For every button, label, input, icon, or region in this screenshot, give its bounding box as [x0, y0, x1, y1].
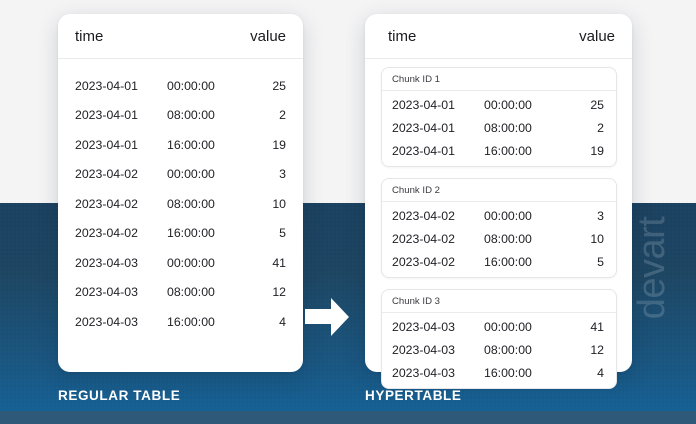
cell-value: 12 [590, 342, 604, 357]
cell-time: 08:00:00 [167, 108, 215, 123]
table-row: 2023-04-03 16:00:00 4 [382, 361, 616, 384]
table-row: 2023-04-03 00:00:00 41 [58, 248, 303, 278]
table-row: 2023-04-02 08:00:00 10 [382, 227, 616, 250]
table-row: 2023-04-01 00:00:00 25 [58, 71, 303, 101]
cell-time: 00:00:00 [167, 255, 215, 270]
hypertable-chunk-list: Chunk ID 1 2023-04-01 00:00:00 25 2023-04-01… [365, 59, 632, 389]
background-bottom-strip [0, 411, 696, 424]
chunk-box: Chunk ID 2 2023-04-02 00:00:00 3 2023-04-02 0… [381, 178, 617, 278]
cell-date: 2023-04-02 [392, 208, 455, 223]
chunk-title: Chunk ID 2 [382, 179, 616, 202]
cell-value: 2 [279, 108, 286, 123]
cell-time: 00:00:00 [484, 208, 532, 223]
cell-time: 08:00:00 [484, 231, 532, 246]
chunk-rows: 2023-04-01 00:00:00 25 2023-04-01 08:00:00 2 2… [382, 91, 616, 166]
chunk-box: Chunk ID 1 2023-04-01 00:00:00 25 2023-04-01… [381, 67, 617, 167]
cell-value: 12 [272, 285, 286, 300]
cell-value: 4 [279, 314, 286, 329]
cell-date: 2023-04-02 [75, 167, 138, 182]
chunk-title: Chunk ID 3 [382, 290, 616, 313]
cell-time: 00:00:00 [484, 97, 532, 112]
cell-value: 41 [590, 319, 604, 334]
cell-time: 16:00:00 [167, 226, 215, 241]
cell-date: 2023-04-02 [392, 231, 455, 246]
cell-time: 16:00:00 [167, 137, 215, 152]
cell-time: 08:00:00 [167, 196, 215, 211]
cell-date: 2023-04-01 [75, 137, 138, 152]
cell-date: 2023-04-02 [75, 226, 138, 241]
cell-time: 08:00:00 [167, 285, 215, 300]
table-row: 2023-04-03 08:00:00 12 [58, 278, 303, 308]
cell-value: 41 [272, 255, 286, 270]
cell-time: 16:00:00 [484, 143, 532, 158]
cell-time: 08:00:00 [484, 342, 532, 357]
cell-date: 2023-04-03 [75, 285, 138, 300]
cell-date: 2023-04-01 [392, 143, 455, 158]
cell-value: 10 [590, 231, 604, 246]
column-header-value: value [579, 27, 615, 45]
table-row: 2023-04-01 16:00:00 19 [58, 130, 303, 160]
transform-arrow-icon [305, 296, 349, 338]
table-row: 2023-04-03 00:00:00 41 [382, 315, 616, 338]
caption-regular-table: REGULAR TABLE [58, 388, 181, 403]
cell-time: 08:00:00 [484, 120, 532, 135]
cell-date: 2023-04-01 [75, 78, 138, 93]
cell-date: 2023-04-03 [392, 342, 455, 357]
column-header-value: value [250, 27, 286, 45]
cell-date: 2023-04-01 [75, 108, 138, 123]
table-row: 2023-04-01 08:00:00 2 [382, 116, 616, 139]
cell-value: 10 [272, 196, 286, 211]
cell-value: 2 [597, 120, 604, 135]
cell-value: 19 [272, 137, 286, 152]
cell-value: 19 [590, 143, 604, 158]
chunk-title: Chunk ID 1 [382, 68, 616, 91]
table-row: 2023-04-01 16:00:00 19 [382, 139, 616, 162]
table-row: 2023-04-01 08:00:00 2 [58, 101, 303, 131]
cell-value: 5 [279, 226, 286, 241]
regular-table-card: time value 2023-04-01 00:00:00 25 2023-04-0… [58, 14, 303, 372]
table-row: 2023-04-02 08:00:00 10 [58, 189, 303, 219]
hypertable-card: time value Chunk ID 1 2023-04-01 00:00:00 2… [365, 14, 632, 389]
cell-time: 16:00:00 [167, 314, 215, 329]
table-row: 2023-04-02 00:00:00 3 [58, 160, 303, 190]
table-row: 2023-04-03 08:00:00 12 [382, 338, 616, 361]
cell-time: 16:00:00 [484, 254, 532, 269]
cell-value: 3 [279, 167, 286, 182]
column-header-time: time [75, 27, 104, 45]
cell-value: 5 [597, 254, 604, 269]
column-header-time: time [388, 27, 417, 45]
chunk-rows: 2023-04-02 00:00:00 3 2023-04-02 08:00:00 10 2… [382, 202, 616, 277]
table-row: 2023-04-02 16:00:00 5 [382, 250, 616, 273]
table-row: 2023-04-01 00:00:00 25 [382, 93, 616, 116]
cell-value: 3 [597, 208, 604, 223]
cell-date: 2023-04-02 [75, 196, 138, 211]
cell-time: 00:00:00 [167, 167, 215, 182]
cell-date: 2023-04-03 [392, 365, 455, 380]
cell-date: 2023-04-03 [75, 255, 138, 270]
table-row: 2023-04-02 16:00:00 5 [58, 219, 303, 249]
cell-date: 2023-04-03 [75, 314, 138, 329]
cell-date: 2023-04-01 [392, 97, 455, 112]
chunk-box: Chunk ID 3 2023-04-03 00:00:00 41 2023-04-03… [381, 289, 617, 389]
cell-date: 2023-04-02 [392, 254, 455, 269]
regular-table-header: time value [58, 14, 303, 59]
cell-value: 4 [597, 365, 604, 380]
caption-hypertable: HYPERTABLE [365, 388, 462, 403]
table-row: 2023-04-02 00:00:00 3 [382, 204, 616, 227]
cell-value: 25 [590, 97, 604, 112]
cell-time: 00:00:00 [167, 78, 215, 93]
table-row: 2023-04-03 16:00:00 4 [58, 307, 303, 337]
cell-time: 16:00:00 [484, 365, 532, 380]
regular-table-body: 2023-04-01 00:00:00 25 2023-04-01 08:00:00 2 2… [58, 59, 303, 337]
hypertable-header: time value [365, 14, 632, 59]
cell-time: 00:00:00 [484, 319, 532, 334]
cell-value: 25 [272, 78, 286, 93]
cell-date: 2023-04-03 [392, 319, 455, 334]
chunk-rows: 2023-04-03 00:00:00 41 2023-04-03 08:00:00 12… [382, 313, 616, 388]
cell-date: 2023-04-01 [392, 120, 455, 135]
